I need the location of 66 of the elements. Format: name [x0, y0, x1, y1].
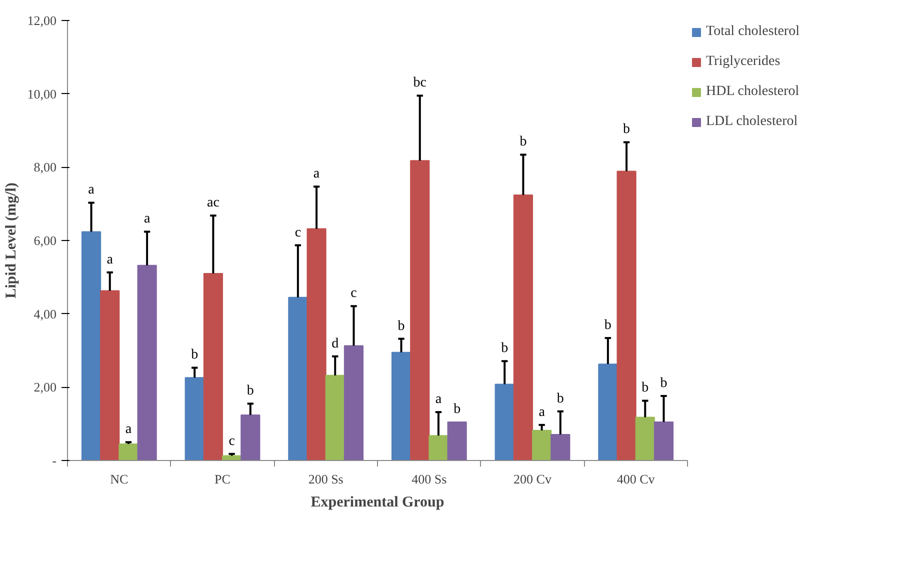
bar: [428, 435, 448, 460]
y-tick-label: 6,00: [34, 233, 56, 248]
bar: [513, 194, 533, 460]
bar: [532, 430, 552, 460]
annotation: ac: [206, 196, 220, 211]
annotation: b: [660, 376, 668, 391]
annotation: b: [623, 122, 630, 138]
annotation: b: [246, 384, 254, 399]
annotation: a: [88, 182, 96, 198]
bar: [100, 290, 120, 460]
legend-label: Total cholesterol: [706, 24, 800, 40]
annotation: c: [294, 225, 302, 240]
bar: [306, 228, 326, 460]
bar: [654, 422, 674, 460]
y-axis-title: Lipid Level (mg/l): [3, 182, 20, 298]
annotation: b: [454, 402, 461, 417]
bar: [203, 273, 223, 460]
bar: [344, 345, 364, 460]
annotation: bc: [413, 76, 426, 91]
annotation: b: [501, 341, 508, 356]
x-tick-label: 200 Cv: [514, 472, 552, 486]
annotation: a: [125, 422, 132, 438]
annotation: c: [228, 434, 235, 449]
annotation: a: [435, 392, 442, 408]
annotation: a: [144, 212, 151, 227]
x-tick-label: 400 Ss: [412, 472, 447, 486]
annotation: b: [398, 318, 405, 334]
y-tick-label: 4,00: [34, 306, 56, 322]
annotation: b: [191, 348, 198, 363]
bar: [635, 416, 655, 460]
x-tick-label: PC: [214, 472, 230, 486]
y-tick-label: 2,00: [34, 380, 56, 395]
annotation: b: [642, 380, 649, 396]
annotation: c: [350, 286, 357, 302]
legend-label: HDL cholesterol: [706, 84, 800, 100]
bar: [184, 377, 204, 460]
bar: [550, 434, 570, 460]
y-tick-label: 10,00: [27, 86, 56, 102]
bar: [616, 170, 636, 460]
legend-label: LDL cholesterol: [706, 114, 798, 130]
bar: [118, 444, 138, 460]
bar: [137, 264, 157, 460]
x-tick-label: 200 Ss: [308, 472, 344, 486]
annotation: b: [556, 391, 564, 406]
y-tick-label: -: [52, 453, 57, 468]
bar: [81, 231, 102, 460]
annotation: a: [106, 252, 114, 268]
annotation: b: [520, 134, 527, 150]
bar: [391, 352, 412, 460]
annotation: d: [332, 336, 339, 352]
annotation: b: [604, 318, 612, 334]
y-tick-label: 12,00: [27, 13, 56, 28]
bar: [240, 414, 260, 460]
annotation: a: [538, 404, 546, 420]
bar: [288, 296, 308, 460]
x-axis-title: Experimental Group: [310, 494, 444, 510]
legend-label: Triglycerides: [706, 54, 780, 70]
x-tick-label: 400 Cv: [616, 472, 656, 486]
bar: [494, 384, 514, 460]
bar: [325, 374, 345, 460]
bar: [598, 364, 618, 460]
annotation: a: [313, 166, 320, 182]
y-tick-label: 8,00: [34, 160, 56, 175]
bar: [447, 422, 467, 460]
x-tick-label: NC: [110, 472, 128, 486]
bar: [410, 160, 430, 460]
